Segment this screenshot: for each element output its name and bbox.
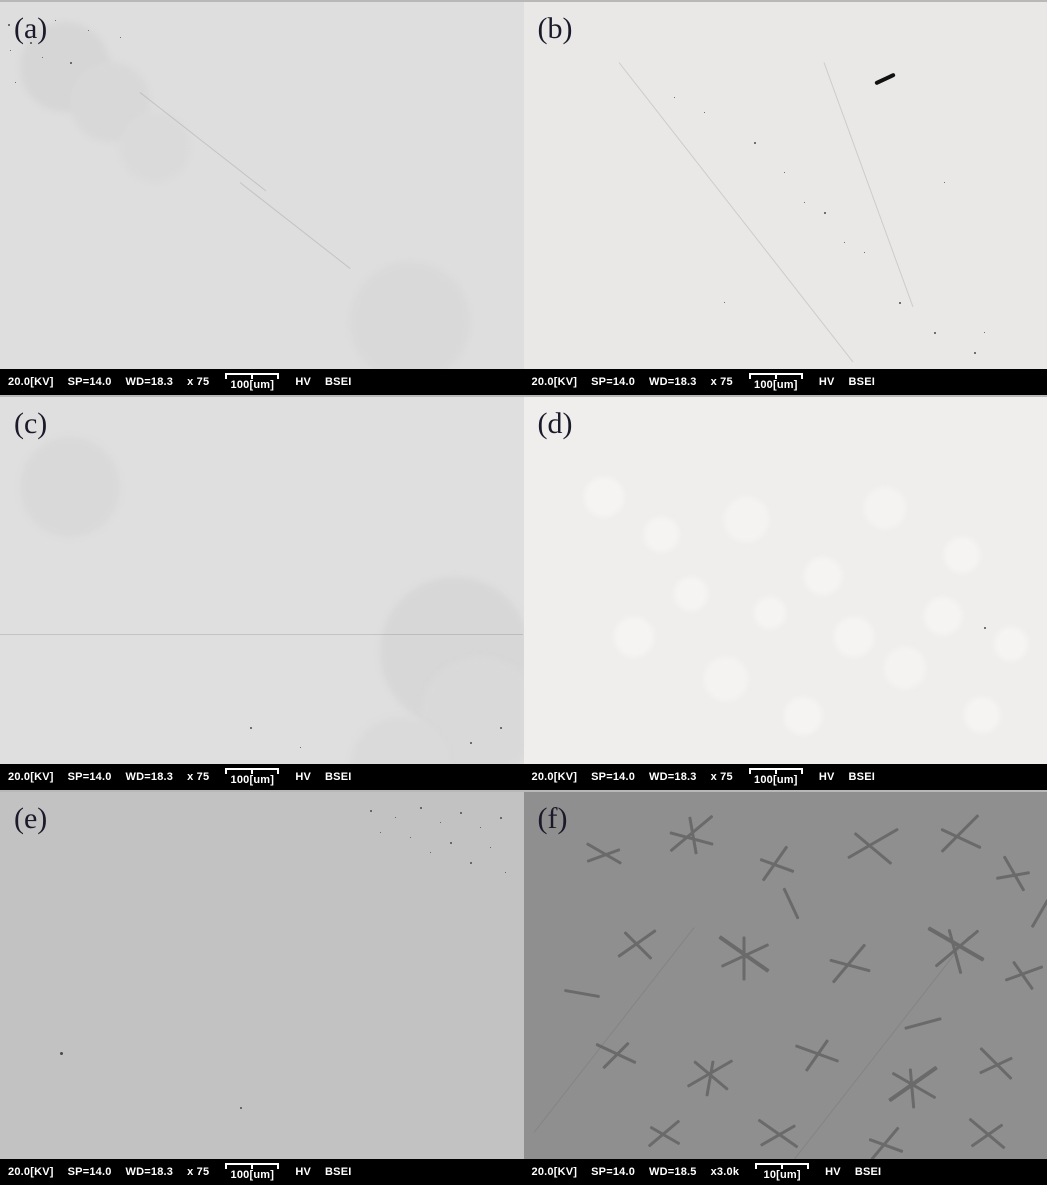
kv-value: 20.0[KV] bbox=[532, 1166, 578, 1178]
kv-value: 20.0[KV] bbox=[8, 376, 54, 388]
sp-value: SP=14.0 bbox=[591, 376, 635, 388]
hv-value: HV bbox=[295, 376, 311, 388]
sem-info-bar-b: 20.0[KV] SP=14.0 WD=18.3 x 75 100[um] HV BSEI bbox=[524, 369, 1047, 395]
scale-bar-value: 100[um] bbox=[231, 380, 275, 391]
sem-panel-e: (e) 20.0[KV] SP=14.0 WD=18.3 x 75 100[um] HV BS… bbox=[0, 790, 524, 1185]
detector-value: BSEI bbox=[849, 376, 875, 388]
sp-value: SP=14.0 bbox=[68, 771, 112, 783]
sem-panel-c: (c) 20.0[KV] SP=14.0 WD=18.3 x 75 100[um] HV BS… bbox=[0, 395, 524, 790]
mag-value: x 75 bbox=[711, 376, 733, 388]
mag-value: x3.0k bbox=[711, 1166, 740, 1178]
sem-micrograph-b bbox=[524, 2, 1047, 395]
scale-bar: 100[um] bbox=[225, 768, 279, 786]
sem-micrograph-a bbox=[0, 2, 524, 395]
panel-label-a: (a) bbox=[14, 12, 47, 46]
kv-value: 20.0[KV] bbox=[532, 771, 578, 783]
scale-bar-value: 100[um] bbox=[754, 380, 798, 391]
kv-value: 20.0[KV] bbox=[8, 771, 54, 783]
sem-panel-d: (d) 20.0[KV] SP=14.0 WD=18.3 x 75 100[um] HV BS… bbox=[524, 395, 1047, 790]
panel-label-f: (f) bbox=[538, 802, 568, 836]
scale-bar: 100[um] bbox=[225, 1163, 279, 1181]
kv-value: 20.0[KV] bbox=[8, 1166, 54, 1178]
sem-info-bar-a: 20.0[KV] SP=14.0 WD=18.3 x 75 100[um] HV BSEI bbox=[0, 369, 524, 395]
sem-panel-b: (b) 20.0[KV] SP=14.0 WD=18.3 x 75 100[um] HV BS… bbox=[524, 0, 1047, 395]
scale-bar: 100[um] bbox=[225, 373, 279, 391]
sem-info-bar-d: 20.0[KV] SP=14.0 WD=18.3 x 75 100[um] HV BSEI bbox=[524, 764, 1047, 790]
sem-panel-a: (a) 20.0[KV] SP=14.0 WD=18.3 x 75 100[um] HV BS… bbox=[0, 0, 524, 395]
panel-label-e: (e) bbox=[14, 802, 47, 836]
kv-value: 20.0[KV] bbox=[532, 376, 578, 388]
wd-value: WD=18.5 bbox=[649, 1166, 697, 1178]
panel-label-d: (d) bbox=[538, 407, 573, 441]
scale-bar: 100[um] bbox=[749, 768, 803, 786]
scale-bar-value: 100[um] bbox=[231, 775, 275, 786]
sem-info-bar-f: 20.0[KV] SP=14.0 WD=18.5 x3.0k 10[um] HV BSEI bbox=[524, 1159, 1047, 1185]
mag-value: x 75 bbox=[187, 771, 209, 783]
hv-value: HV bbox=[819, 376, 835, 388]
wd-value: WD=18.3 bbox=[126, 771, 174, 783]
sem-panel-f: (f) 20.0[KV] SP=14.0 WD=18.5 x3.0k 10[um] HV BS… bbox=[524, 790, 1047, 1185]
mag-value: x 75 bbox=[187, 376, 209, 388]
scale-bar-line-icon bbox=[755, 1163, 809, 1169]
detector-value: BSEI bbox=[849, 771, 875, 783]
wd-value: WD=18.3 bbox=[649, 376, 697, 388]
scale-bar-line-icon bbox=[225, 768, 279, 774]
scale-bar-line-icon bbox=[749, 768, 803, 774]
scale-bar-value: 100[um] bbox=[754, 775, 798, 786]
mag-value: x 75 bbox=[187, 1166, 209, 1178]
sem-micrograph-d bbox=[524, 397, 1047, 790]
scale-bar-value: 100[um] bbox=[231, 1170, 275, 1181]
detector-value: BSEI bbox=[855, 1166, 881, 1178]
scale-bar-line-icon bbox=[225, 1163, 279, 1169]
scale-bar-value: 10[um] bbox=[764, 1170, 801, 1181]
sp-value: SP=14.0 bbox=[591, 1166, 635, 1178]
panel-label-b: (b) bbox=[538, 12, 573, 46]
hv-value: HV bbox=[295, 771, 311, 783]
mag-value: x 75 bbox=[711, 771, 733, 783]
hv-value: HV bbox=[295, 1166, 311, 1178]
detector-value: BSEI bbox=[325, 376, 351, 388]
sp-value: SP=14.0 bbox=[68, 376, 112, 388]
detector-value: BSEI bbox=[325, 771, 351, 783]
scale-bar: 10[um] bbox=[755, 1163, 809, 1181]
sp-value: SP=14.0 bbox=[68, 1166, 112, 1178]
detector-value: BSEI bbox=[325, 1166, 351, 1178]
wd-value: WD=18.3 bbox=[126, 376, 174, 388]
wd-value: WD=18.3 bbox=[649, 771, 697, 783]
sp-value: SP=14.0 bbox=[591, 771, 635, 783]
sem-micrograph-c bbox=[0, 397, 524, 790]
sem-micrograph-e bbox=[0, 792, 524, 1185]
scale-bar-line-icon bbox=[749, 373, 803, 379]
scale-bar-line-icon bbox=[225, 373, 279, 379]
hv-value: HV bbox=[819, 771, 835, 783]
sem-info-bar-c: 20.0[KV] SP=14.0 WD=18.3 x 75 100[um] HV BSEI bbox=[0, 764, 524, 790]
sem-info-bar-e: 20.0[KV] SP=14.0 WD=18.3 x 75 100[um] HV BSEI bbox=[0, 1159, 524, 1185]
wd-value: WD=18.3 bbox=[126, 1166, 174, 1178]
hv-value: HV bbox=[825, 1166, 841, 1178]
sem-figure-grid: (a) 20.0[KV] SP=14.0 WD=18.3 x 75 100[um] HV BS… bbox=[0, 0, 1047, 1185]
sem-micrograph-f bbox=[524, 792, 1047, 1185]
panel-label-c: (c) bbox=[14, 407, 47, 441]
scale-bar: 100[um] bbox=[749, 373, 803, 391]
